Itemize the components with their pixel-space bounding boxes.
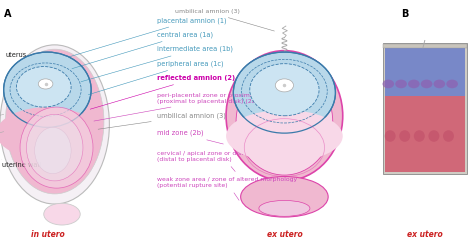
Text: reflected amnion (2): reflected amnion (2) <box>90 75 235 109</box>
Ellipse shape <box>236 68 333 175</box>
Text: cervix: cervix <box>55 215 75 221</box>
Text: umbilical amnion (3): umbilical amnion (3) <box>94 112 226 130</box>
Ellipse shape <box>0 107 99 159</box>
Ellipse shape <box>20 107 93 188</box>
Ellipse shape <box>434 80 445 88</box>
Text: peripheral area (1c): peripheral area (1c) <box>88 61 223 95</box>
Text: in utero: in utero <box>30 230 64 239</box>
Ellipse shape <box>428 130 439 142</box>
Ellipse shape <box>259 200 310 216</box>
Ellipse shape <box>395 80 407 88</box>
Text: placental amnion (1): placental amnion (1) <box>68 17 227 57</box>
Ellipse shape <box>241 177 328 217</box>
Ellipse shape <box>250 64 319 116</box>
Ellipse shape <box>421 80 432 88</box>
Text: A: A <box>4 9 11 19</box>
Ellipse shape <box>17 67 71 107</box>
Text: mid zone (2b): mid zone (2b) <box>157 130 223 144</box>
Ellipse shape <box>443 130 454 142</box>
Ellipse shape <box>6 49 104 194</box>
Text: intermediate area (1b): intermediate area (1b) <box>81 46 233 82</box>
Text: B: B <box>401 9 409 19</box>
FancyBboxPatch shape <box>385 91 465 172</box>
Ellipse shape <box>226 110 343 162</box>
Ellipse shape <box>4 52 91 127</box>
Ellipse shape <box>0 45 109 204</box>
Text: ex utero: ex utero <box>407 230 443 239</box>
Ellipse shape <box>275 79 293 92</box>
Ellipse shape <box>44 203 80 225</box>
Ellipse shape <box>408 80 419 88</box>
Text: umbilical amnion (3): umbilical amnion (3) <box>175 9 274 31</box>
Ellipse shape <box>399 130 410 142</box>
Text: cervical / apical zone or distal amnion (2c)
(distal to placental disk): cervical / apical zone or distal amnion … <box>157 151 288 171</box>
FancyBboxPatch shape <box>383 43 467 174</box>
Text: uterus: uterus <box>6 52 27 58</box>
FancyBboxPatch shape <box>383 44 467 48</box>
Ellipse shape <box>383 80 394 88</box>
Ellipse shape <box>226 51 343 181</box>
Ellipse shape <box>233 52 336 133</box>
Ellipse shape <box>27 114 83 181</box>
Text: weak zone area / zone of altered morphology
(potential rupture site): weak zone area / zone of altered morphol… <box>157 177 297 200</box>
Text: peri-placental zone or proximal amnion
(proximal to placental disk) (2a): peri-placental zone or proximal amnion (… <box>94 93 281 121</box>
Ellipse shape <box>35 127 71 174</box>
Ellipse shape <box>447 80 458 88</box>
Text: uterine wall: uterine wall <box>2 159 41 168</box>
Text: central area (1a): central area (1a) <box>72 31 213 69</box>
FancyBboxPatch shape <box>385 46 465 95</box>
Text: ex utero: ex utero <box>266 230 302 239</box>
Ellipse shape <box>38 79 53 89</box>
Ellipse shape <box>385 130 396 142</box>
Ellipse shape <box>414 130 425 142</box>
